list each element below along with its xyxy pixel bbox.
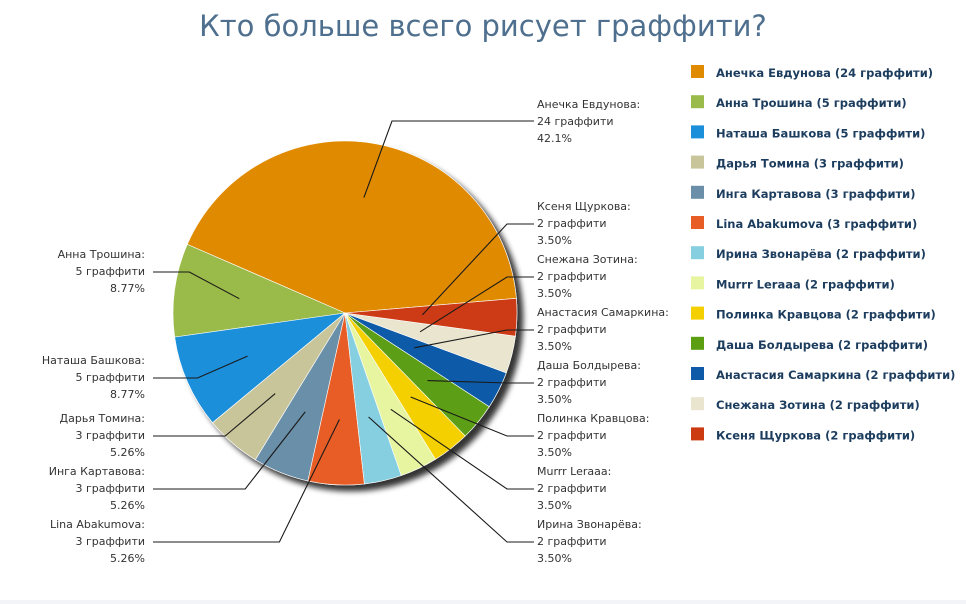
callout-name: Наташа Башкова:	[42, 354, 145, 367]
callout-count: 5 граффити	[75, 371, 145, 384]
legend: Анечка Евдунова (24 граффити) Анна Трошин…	[691, 65, 955, 442]
callout-count: 3 граффити	[75, 535, 145, 548]
pie-slice	[186, 140, 517, 314]
callout-count: 3 граффити	[75, 482, 145, 495]
callout-leader-line	[419, 276, 534, 333]
callout-percent: 3.50%	[537, 234, 572, 247]
callout-name: Анечка Евдунова:	[537, 98, 640, 111]
callout-count: 24 граффити	[537, 115, 614, 128]
legend-label: Даша Болдырева (2 граффити)	[716, 338, 928, 352]
legend-swatch	[691, 65, 704, 78]
legend-swatch	[691, 276, 704, 290]
callout-count: 2 граффити	[537, 376, 607, 389]
legend-label: Дарья Томина (3 граффити)	[716, 157, 904, 171]
legend-label: Ксеня Щуркова (2 граффити)	[716, 428, 915, 442]
callout-percent: 3.50%	[537, 446, 572, 459]
callout-count: 3 граффити	[75, 429, 145, 442]
legend-swatch	[691, 306, 704, 320]
callout-count: 2 граффити	[537, 217, 607, 230]
callout-name: Ирина Звонарёва:	[537, 518, 642, 531]
callout-leader-line	[421, 223, 534, 316]
callout-name: Ксеня Щуркова:	[537, 200, 631, 213]
chart-title: Кто больше всего рисует граффити?	[199, 9, 767, 43]
callout-name: Инга Картавова:	[49, 465, 145, 478]
legend-label: Lina Abakumova (3 граффити)	[716, 217, 917, 231]
callout-count: 2 граффити	[537, 535, 607, 548]
callout-percent: 8.77%	[110, 282, 145, 295]
legend-label: Инга Картавова (3 граффити)	[716, 187, 916, 201]
callout-leader-line	[368, 416, 534, 543]
callout-leader-line	[153, 393, 276, 437]
legend-swatch	[691, 185, 704, 199]
legend-swatch	[691, 336, 704, 350]
legend-swatch	[691, 427, 704, 441]
callout-name: Даша Болдырева:	[537, 359, 641, 372]
legend-label: Анечка Евдунова (24 граффити)	[716, 66, 933, 80]
pie-slice	[172, 243, 347, 338]
callout-name: Lina Abakumova:	[50, 518, 145, 531]
callout-leader-line	[153, 355, 248, 379]
legend-swatch	[691, 125, 704, 139]
callout-leader-line	[153, 419, 340, 543]
callout-leader-line	[414, 329, 534, 349]
callout-leader-line	[363, 120, 534, 198]
callout-name: Анастасия Самаркина:	[537, 306, 669, 319]
callout-percent: 3.50%	[537, 393, 572, 406]
legend-label: Наташа Башкова (5 граффити)	[716, 126, 925, 140]
callout-percent: 5.26%	[110, 552, 145, 565]
legend-swatch	[691, 246, 704, 260]
callout-count: 2 граффити	[537, 429, 607, 442]
callout-leader-line	[427, 380, 534, 384]
legend-swatch	[691, 216, 704, 229]
legend-label: Ирина Звонарёва (2 граффити)	[716, 247, 926, 261]
legend-label: Анастасия Самаркина (2 граффити)	[716, 368, 955, 382]
callout-name: Murrr Leraaa:	[537, 465, 611, 478]
callout-leader-line	[390, 408, 534, 490]
legend-swatch	[691, 397, 704, 411]
callout-count: 2 граффити	[537, 482, 607, 495]
callout-percent: 42.1%	[537, 132, 572, 145]
bottom-divider	[0, 600, 966, 604]
callout-count: 5 граффити	[75, 265, 145, 278]
callout-name: Полинка Кравцова:	[537, 412, 649, 425]
callout-name: Снежана Зотина:	[537, 253, 638, 266]
callout-percent: 8.77%	[110, 388, 145, 401]
callout-count: 2 граффити	[537, 323, 607, 336]
legend-swatch	[691, 95, 704, 109]
legend-swatch	[691, 367, 704, 380]
callout-percent: 5.26%	[110, 499, 145, 512]
callout-name: Анна Трошина:	[58, 248, 145, 261]
legend-swatch	[691, 155, 704, 169]
legend-label: Снежана Зотина (2 граффити)	[716, 398, 920, 412]
legend-label: Полинка Кравцова (2 граффити)	[716, 308, 936, 322]
pie-slice	[174, 312, 347, 424]
legend-label: Анна Трошина (5 граффити)	[716, 96, 907, 110]
pie-slice	[344, 297, 518, 337]
callout-leader-line	[153, 411, 306, 490]
callout-leader-line	[410, 396, 534, 437]
callout-percent: 3.50%	[537, 340, 572, 353]
callout-count: 2 граффити	[537, 270, 607, 283]
callout-percent: 3.50%	[537, 552, 572, 565]
legend-label: Murrr Leraaa (2 граффити)	[716, 277, 895, 291]
callout-percent: 5.26%	[110, 446, 145, 459]
callout-percent: 3.50%	[537, 287, 572, 300]
callout-leader-line	[153, 271, 240, 300]
callout-percent: 3.50%	[537, 499, 572, 512]
callout-name: Дарья Томина:	[60, 412, 145, 425]
